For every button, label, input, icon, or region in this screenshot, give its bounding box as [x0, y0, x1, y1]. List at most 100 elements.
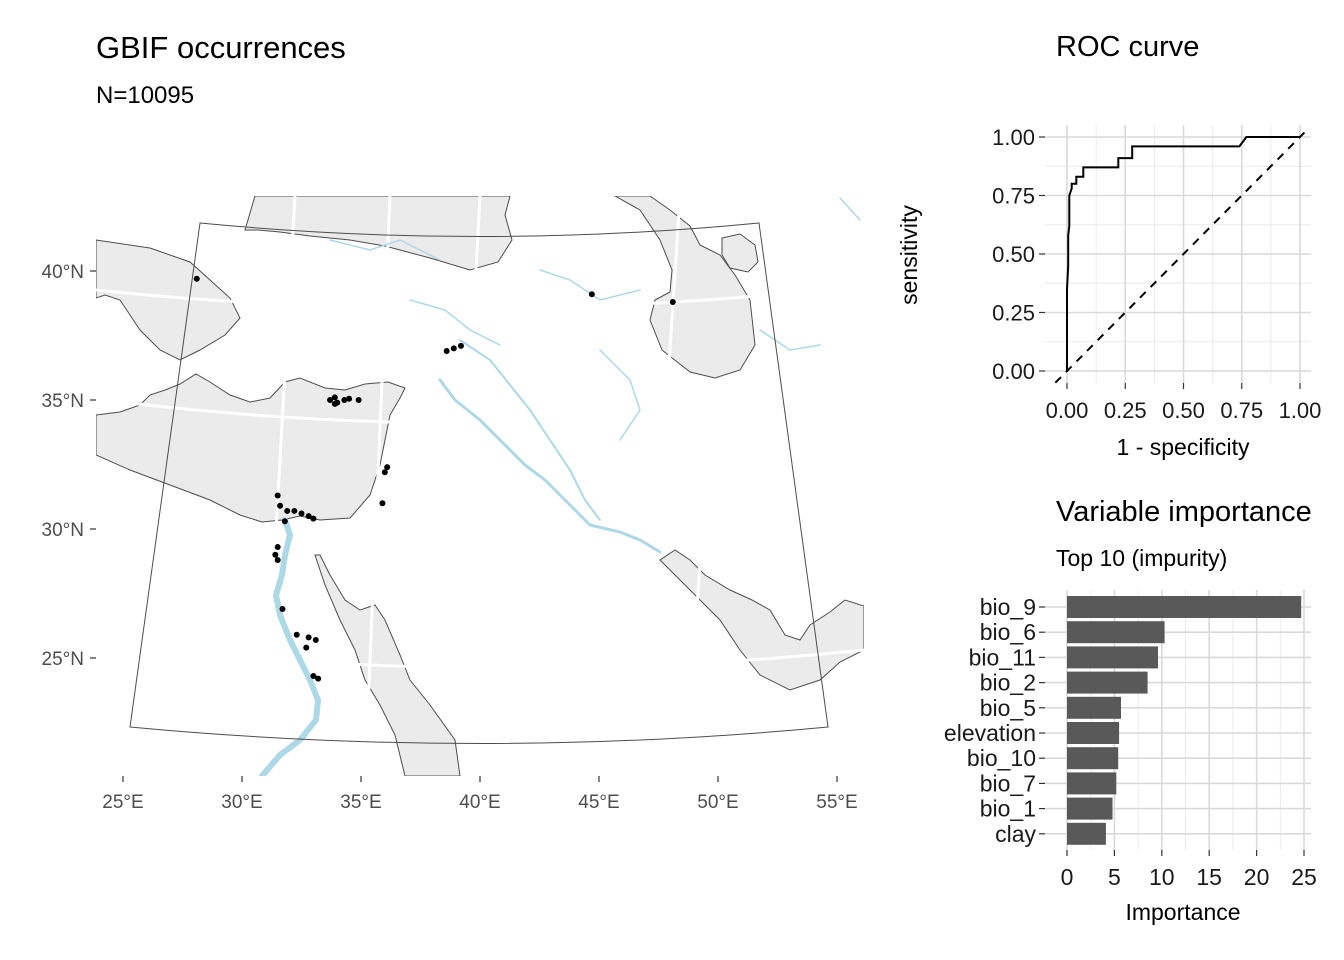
map-y-tick-label: 30°N — [42, 520, 84, 541]
map-x-tick-label: 35°E — [340, 792, 381, 813]
map-title: GBIF occurrences — [96, 30, 346, 65]
roc-x-tick-label: 0.25 — [1104, 398, 1147, 423]
importance-subtitle: Top 10 (impurity) — [1056, 545, 1227, 571]
importance-bar — [1067, 596, 1302, 618]
occurrence-point — [284, 507, 291, 514]
roc-axes: 0.00 0.25 0.50 0.75 1.00 0.00 0.25 0.50 0.75 1.00 — [992, 125, 1321, 423]
importance-bar — [1067, 621, 1165, 644]
roc-curve — [1066, 136, 1300, 371]
roc-y-tick-label: 0.25 — [992, 301, 1035, 326]
occurrence-point — [310, 515, 317, 522]
importance-bar — [1067, 646, 1158, 669]
importance-x-tick-label: 15 — [1196, 864, 1222, 890]
occurrence-point — [279, 605, 286, 612]
occurrence-point — [331, 400, 338, 407]
occurrence-point — [303, 644, 310, 651]
occurrence-point — [346, 395, 353, 402]
roc-x-tick-label: 0.50 — [1162, 398, 1205, 423]
importance-x-tick-label: 0 — [1061, 864, 1074, 890]
occurrence-point — [193, 275, 200, 282]
map-y-tick-label: 40°N — [42, 262, 84, 283]
importance-category-label: clay — [995, 821, 1036, 847]
importance-category-label: bio_2 — [980, 670, 1036, 696]
occurrence-point — [312, 636, 319, 643]
importance-x-tick-label: 20 — [1244, 864, 1270, 890]
map-x-tick-label: 45°E — [578, 792, 619, 813]
importance-bar — [1067, 671, 1148, 694]
occurrence-point — [305, 513, 312, 520]
importance-panel: Variable importance Top 10 (impurity) bi… — [944, 496, 1317, 925]
importance-category-label: bio_5 — [980, 695, 1036, 721]
occurrence-point — [457, 342, 464, 349]
importance-x-tick-label: 10 — [1149, 864, 1175, 890]
roc-title: ROC curve — [1056, 31, 1199, 63]
importance-axes: bio_9bio_6bio_11bio_2bio_5elevationbio_1… — [944, 594, 1317, 890]
map-axes: 25°E 30°E 35°E 40°E 45°E 50°E 55°E 25°N 30°N 35°N… — [42, 262, 858, 813]
roc-y-tick-label: 0.50 — [992, 242, 1035, 267]
graticule — [96, 196, 864, 776]
map-x-tick-label: 40°E — [459, 792, 500, 813]
occurrence-point — [310, 673, 317, 680]
roc-x-tick-label: 0.75 — [1220, 398, 1263, 423]
roc-y-tick-label: 0.75 — [992, 184, 1035, 209]
land-areas — [96, 196, 864, 776]
importance-bar — [1067, 822, 1106, 845]
occurrence-point — [291, 507, 298, 514]
occurrence-point — [293, 631, 300, 638]
occurrence-point — [327, 397, 334, 403]
occurrence-point — [381, 469, 388, 476]
importance-x-tick-label: 5 — [1108, 864, 1121, 890]
importance-category-label: bio_10 — [967, 745, 1036, 771]
importance-category-label: bio_9 — [980, 594, 1036, 620]
importance-category-label: elevation — [944, 720, 1036, 746]
importance-bar — [1067, 747, 1119, 770]
map-panel: GBIF occurrences N=10095 — [42, 30, 864, 813]
importance-x-tick-label: 25 — [1291, 864, 1317, 890]
roc-y-tick-label: 0.00 — [992, 359, 1035, 384]
map-x-tick-label: 55°E — [816, 792, 857, 813]
importance-title: Variable importance — [1056, 496, 1312, 528]
occurrence-point — [277, 502, 284, 509]
occurrence-point — [379, 500, 386, 507]
roc-panel: ROC curve 0.00 0.25 0.50 0.75 1.000.000.250.… — [896, 31, 1321, 460]
importance-category-label: bio_6 — [980, 619, 1036, 645]
occurrence-point — [272, 551, 279, 558]
occurrence-point — [281, 518, 288, 525]
importance-category-label: bio_1 — [980, 796, 1036, 822]
occurrence-point — [274, 492, 281, 499]
map-x-tick-label: 30°E — [221, 792, 262, 813]
map-x-tick-label: 50°E — [697, 792, 738, 813]
importance-bar — [1067, 722, 1120, 744]
roc-lines — [1054, 131, 1306, 384]
occurrence-points — [193, 275, 676, 682]
map-canvas — [96, 196, 864, 776]
importance-category-label: bio_11 — [969, 644, 1036, 670]
occurrence-point — [450, 345, 457, 352]
roc-x-tick-label: 1.00 — [1279, 398, 1322, 423]
occurrence-point — [341, 397, 348, 403]
occurrence-point — [298, 510, 305, 517]
map-boundary — [129, 222, 829, 744]
roc-grid — [1045, 125, 1311, 383]
map-x-tick-label: 25°E — [102, 792, 143, 813]
importance-bar — [1067, 696, 1121, 719]
roc-y-tick-label: 1.00 — [992, 125, 1035, 150]
importance-xlabel: Importance — [1125, 899, 1240, 925]
occurrence-point — [274, 544, 281, 551]
occurrence-point — [274, 556, 281, 563]
occurrence-point — [669, 298, 676, 305]
occurrence-point — [305, 634, 312, 641]
roc-xlabel: 1 - specificity — [1117, 434, 1250, 460]
importance-bar — [1067, 797, 1113, 820]
roc-x-tick-label: 0.00 — [1046, 398, 1089, 423]
occurrence-point — [443, 347, 450, 354]
map-subtitle: N=10095 — [96, 82, 194, 109]
occurrence-point — [315, 675, 322, 682]
importance-bar — [1067, 772, 1117, 795]
occurrence-point — [588, 291, 595, 298]
rivers — [259, 197, 861, 776]
roc-ylabel: sensitivity — [896, 205, 922, 305]
occurrence-point — [384, 464, 391, 471]
occurrence-point — [331, 394, 338, 401]
